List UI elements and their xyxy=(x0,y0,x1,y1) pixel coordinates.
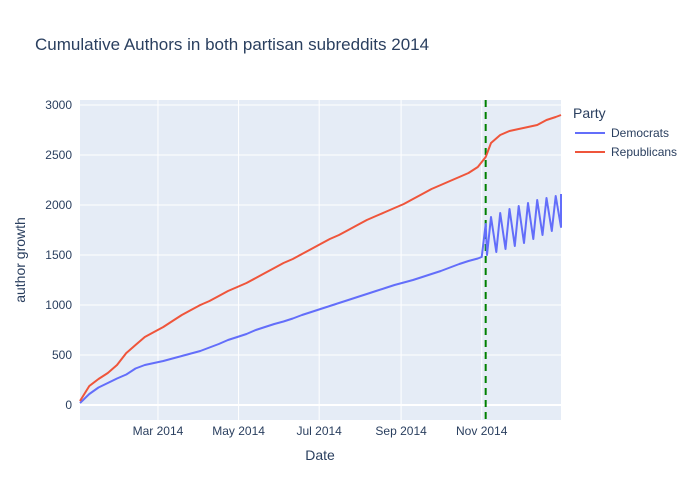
plot-area xyxy=(80,100,561,420)
y-tick-label: 500 xyxy=(52,348,72,362)
legend-label-republicans: Republicans xyxy=(611,145,677,159)
series-line-democrats xyxy=(79,194,562,404)
y-tick-labels: 0 500 1000 1500 2000 2500 3000 xyxy=(45,98,72,412)
y-tick-label: 0 xyxy=(65,398,72,412)
x-tick-label: Mar 2014 xyxy=(133,424,184,438)
series-layer xyxy=(79,114,562,404)
x-axis-title: Date xyxy=(305,447,335,463)
x-tick-labels: Mar 2014 May 2014 Jul 2014 Sep 2014 Nov 2014 xyxy=(133,424,508,438)
x-tick-label: Sep 2014 xyxy=(375,424,427,438)
legend-label-democrats: Democrats xyxy=(611,126,669,140)
y-tick-label: 1500 xyxy=(45,248,72,262)
y-tick-label: 2000 xyxy=(45,198,72,212)
x-tick-label: Nov 2014 xyxy=(456,424,508,438)
series-line-republicans xyxy=(79,114,562,402)
legend: Party Democrats Republicans xyxy=(573,105,677,159)
grid-layer xyxy=(80,100,561,420)
y-tick-label: 1000 xyxy=(45,298,72,312)
y-tick-label: 2500 xyxy=(45,148,72,162)
y-tick-label: 3000 xyxy=(45,98,72,112)
legend-title: Party xyxy=(573,105,606,121)
x-tick-label: Jul 2014 xyxy=(296,424,342,438)
y-axis-title: author growth xyxy=(12,217,28,303)
legend-items: Democrats Republicans xyxy=(575,126,677,159)
chart-title: Cumulative Authors in both partisan subr… xyxy=(35,35,429,54)
x-tick-label: May 2014 xyxy=(212,424,265,438)
